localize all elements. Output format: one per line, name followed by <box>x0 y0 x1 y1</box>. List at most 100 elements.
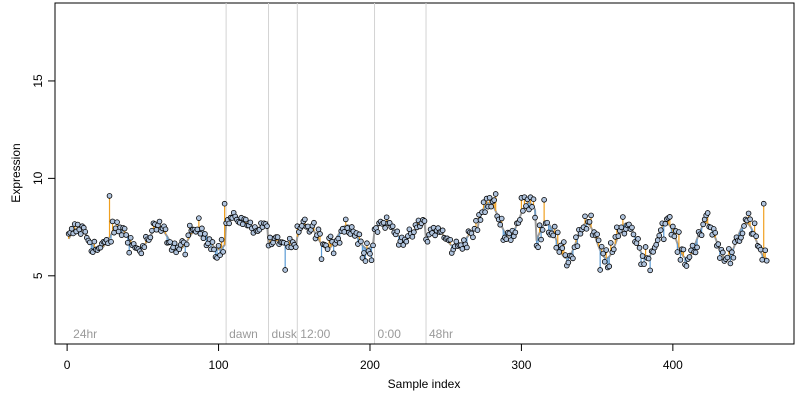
data-point <box>82 228 89 235</box>
data-point <box>491 197 497 203</box>
data-point <box>274 234 281 240</box>
data-point <box>424 238 431 245</box>
data-point <box>77 231 84 237</box>
data-points <box>65 191 770 274</box>
data-point <box>182 251 189 258</box>
x-tick-label: 300 <box>511 358 531 372</box>
section-label: 24hr <box>73 327 97 341</box>
data-point <box>68 225 75 232</box>
data-point <box>539 227 546 233</box>
section-label: 12:00 <box>300 327 330 341</box>
data-point <box>645 255 652 262</box>
data-point <box>553 244 560 251</box>
x-tick-label: 0 <box>64 358 71 372</box>
data-point <box>757 246 764 253</box>
data-point <box>382 225 388 231</box>
data-point <box>127 234 134 241</box>
data-point <box>653 241 659 248</box>
data-point <box>763 257 770 264</box>
data-point <box>356 231 363 238</box>
data-point <box>674 249 681 255</box>
data-point <box>621 230 628 237</box>
y-tick-label: 15 <box>31 74 45 88</box>
data-point <box>760 200 767 207</box>
data-point <box>503 236 510 242</box>
data-point <box>554 229 561 236</box>
data-point <box>676 229 682 235</box>
data-point <box>654 237 661 243</box>
plot-frame <box>54 2 795 345</box>
data-point <box>118 232 125 238</box>
data-point <box>716 255 723 261</box>
data-point <box>541 197 547 203</box>
y-tick-label: 5 <box>31 272 45 279</box>
data-point <box>498 215 505 222</box>
data-point <box>243 216 249 223</box>
data-point <box>282 267 288 273</box>
data-point <box>123 232 129 238</box>
data-point <box>704 210 711 216</box>
data-point <box>570 255 576 262</box>
data-point <box>209 239 216 245</box>
data-point <box>677 257 684 263</box>
data-point <box>317 231 323 237</box>
data-point <box>292 244 299 250</box>
data-point <box>186 222 193 229</box>
data-point <box>199 225 205 232</box>
data-point <box>247 219 254 226</box>
data-point <box>302 216 308 223</box>
data-point <box>712 230 719 236</box>
data-point <box>530 196 537 202</box>
section-label: dusk <box>272 327 298 341</box>
data-point <box>520 208 526 214</box>
data-point <box>582 213 588 220</box>
data-point <box>267 234 273 241</box>
data-point <box>87 239 93 246</box>
data-point <box>74 221 81 228</box>
data-point <box>601 258 608 265</box>
data-point <box>383 214 390 221</box>
data-point <box>551 223 558 230</box>
y-axis-label: Expression <box>9 143 23 202</box>
data-point <box>121 225 128 232</box>
data-point <box>694 244 700 251</box>
data-point <box>171 240 178 247</box>
data-point <box>751 220 758 227</box>
x-tick-label: 200 <box>360 358 380 372</box>
data-point <box>344 225 351 231</box>
data-point <box>689 242 696 249</box>
data-point <box>370 242 376 249</box>
section-labels: 24hr dawn dusk 12:00 0:00 48hr <box>73 327 453 341</box>
data-point <box>470 234 476 241</box>
data-point <box>700 221 706 228</box>
data-point <box>156 218 163 225</box>
data-point <box>692 249 699 256</box>
data-point <box>635 236 641 242</box>
data-point <box>409 234 416 240</box>
data-point <box>535 244 541 251</box>
data-point <box>615 233 622 239</box>
data-point <box>741 223 747 229</box>
data-point <box>421 218 428 224</box>
data-point <box>147 234 154 241</box>
data-point <box>730 254 737 261</box>
data-point <box>512 229 519 236</box>
data-point <box>221 200 228 207</box>
data-point <box>641 261 647 267</box>
data-point <box>727 260 734 267</box>
data-point <box>529 204 535 210</box>
data-point <box>595 237 602 244</box>
data-point <box>439 227 446 234</box>
data-point <box>629 224 635 231</box>
data-point <box>108 238 114 245</box>
data-point <box>598 243 605 250</box>
data-point <box>311 219 317 226</box>
data-point <box>508 237 514 243</box>
data-point <box>745 210 752 217</box>
data-point <box>556 249 563 255</box>
data-point <box>597 267 603 273</box>
data-point <box>477 217 484 223</box>
data-point <box>215 242 222 249</box>
data-point <box>562 252 569 258</box>
data-point <box>603 247 610 253</box>
